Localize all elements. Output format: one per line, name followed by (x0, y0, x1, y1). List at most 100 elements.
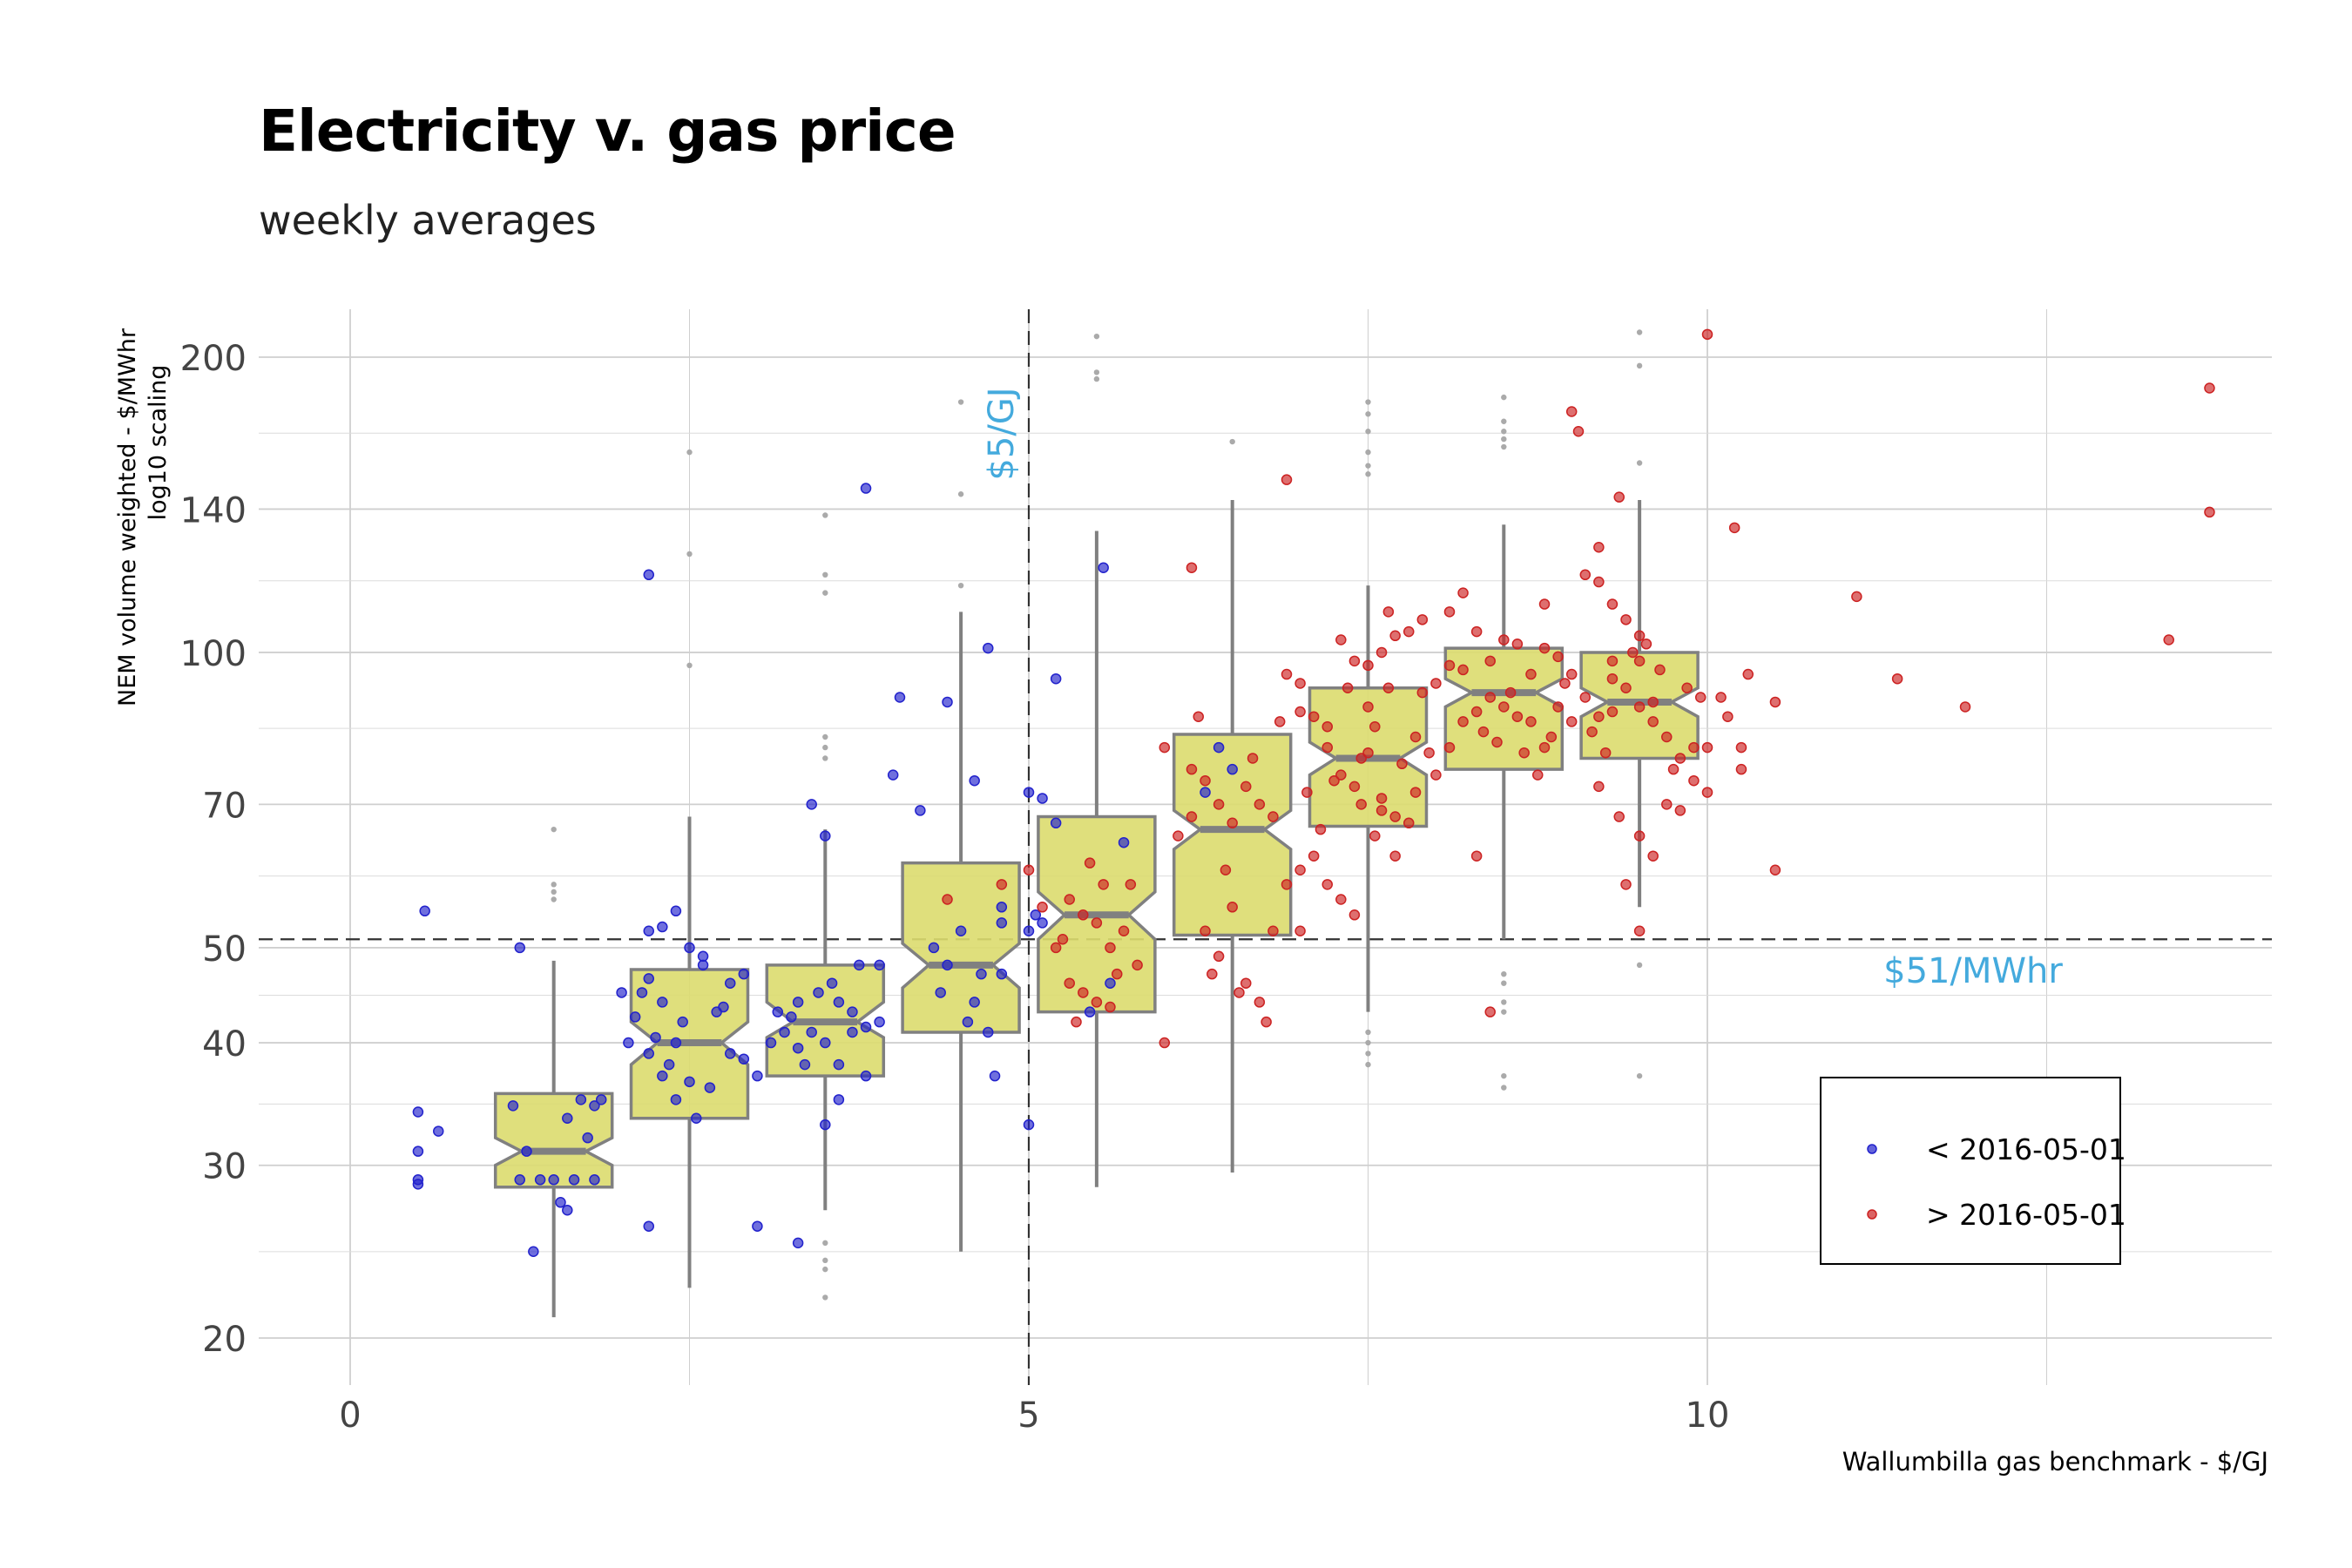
y-axis-label-line1: NEM volume weighted - $/MWhr (114, 328, 141, 706)
y-tick-label: 200 (180, 339, 247, 379)
outlier-point (1501, 1009, 1507, 1015)
outlier-point (822, 1257, 828, 1264)
outlier-point (1365, 449, 1371, 456)
point-after-2016 (1125, 879, 1137, 890)
point-before-2016 (983, 1026, 994, 1038)
point-after-2016 (1647, 850, 1659, 862)
point-before-2016 (629, 1011, 641, 1023)
point-before-2016 (976, 968, 987, 980)
point-after-2016 (1606, 706, 1619, 718)
point-after-2016 (1579, 692, 1592, 703)
point-after-2016 (1064, 977, 1075, 989)
point-after-2016 (1457, 587, 1469, 598)
point-after-2016 (1064, 894, 1075, 905)
point-before-2016 (983, 642, 994, 654)
point-after-2016 (1173, 830, 1184, 841)
point-after-2016 (1722, 711, 1734, 722)
point-before-2016 (887, 769, 899, 781)
outlier-point (1501, 394, 1507, 401)
point-after-2016 (1565, 668, 1578, 680)
outlier-point (1365, 463, 1371, 469)
point-before-2016 (670, 1037, 682, 1049)
point-after-2016 (1477, 726, 1490, 738)
outlier-point (957, 582, 964, 589)
point-after-2016 (1525, 716, 1537, 727)
point-after-2016 (1098, 879, 1109, 890)
point-before-2016 (860, 1021, 872, 1033)
outlier-point (1365, 399, 1371, 405)
point-after-2016 (1315, 823, 1327, 835)
outlier-point (1501, 436, 1507, 443)
point-before-2016 (969, 997, 980, 1008)
outlier-point (957, 491, 964, 497)
point-after-2016 (1200, 774, 1211, 787)
point-before-2016 (595, 1094, 607, 1105)
point-after-2016 (1267, 811, 1279, 822)
point-after-2016 (1484, 655, 1496, 667)
point-after-2016 (1402, 625, 1415, 638)
point-after-2016 (1586, 726, 1598, 738)
point-after-2016 (1335, 634, 1347, 645)
point-before-2016 (860, 483, 872, 494)
point-after-2016 (1342, 682, 1354, 693)
point-after-2016 (1091, 997, 1103, 1008)
point-after-2016 (1701, 787, 1713, 798)
point-before-2016 (507, 1100, 519, 1112)
point-before-2016 (996, 917, 1008, 929)
point-after-2016 (1959, 701, 1971, 713)
point-after-2016 (1294, 706, 1306, 718)
point-after-2016 (1443, 606, 1456, 618)
point-after-2016 (1281, 879, 1293, 890)
point-after-2016 (1742, 668, 1754, 680)
point-before-2016 (833, 1058, 845, 1071)
point-after-2016 (1037, 902, 1048, 913)
point-after-2016 (1430, 678, 1442, 689)
point-after-2016 (1057, 933, 1069, 945)
point-before-2016 (419, 905, 430, 917)
point-after-2016 (1572, 426, 1585, 437)
legend-label-before: < 2016-05-01 (1926, 1132, 2126, 1166)
legend-box (1820, 1077, 2121, 1265)
point-after-2016 (1470, 625, 1483, 638)
point-after-2016 (1206, 968, 1218, 980)
point-before-2016 (1227, 763, 1238, 775)
point-after-2016 (1674, 805, 1686, 816)
x-tick-label: 0 (339, 1396, 361, 1436)
outlier-point (1636, 962, 1643, 969)
point-after-2016 (1423, 747, 1435, 759)
point-after-2016 (1281, 668, 1293, 680)
point-before-2016 (962, 1016, 974, 1028)
point-after-2016 (1701, 741, 1713, 754)
point-before-2016 (670, 1094, 682, 1105)
point-after-2016 (1355, 799, 1367, 810)
point-after-2016 (1267, 925, 1279, 936)
y-tick-label: 20 (202, 1320, 247, 1360)
point-before-2016 (691, 1112, 702, 1125)
point-after-2016 (1078, 987, 1089, 998)
point-after-2016 (1369, 720, 1381, 733)
point-after-2016 (1084, 857, 1096, 868)
point-after-2016 (1409, 787, 1422, 798)
y-tick-label: 140 (180, 490, 247, 531)
point-before-2016 (915, 805, 926, 816)
point-after-2016 (1667, 763, 1680, 775)
point-after-2016 (1620, 682, 1632, 693)
point-before-2016 (1037, 917, 1048, 929)
point-before-2016 (643, 1048, 655, 1059)
point-after-2016 (1328, 774, 1340, 787)
point-after-2016 (1416, 614, 1429, 625)
point-after-2016 (1308, 850, 1320, 862)
point-after-2016 (1633, 830, 1646, 841)
point-before-2016 (928, 942, 940, 954)
point-after-2016 (1227, 817, 1238, 829)
point-after-2016 (1559, 678, 1571, 689)
notched-box (493, 1092, 614, 1189)
point-before-2016 (996, 968, 1008, 980)
point-after-2016 (1532, 769, 1544, 781)
point-after-2016 (1735, 763, 1747, 775)
point-before-2016 (1050, 817, 1062, 829)
point-before-2016 (643, 973, 655, 984)
point-after-2016 (1457, 664, 1469, 676)
outlier-point (551, 882, 557, 888)
